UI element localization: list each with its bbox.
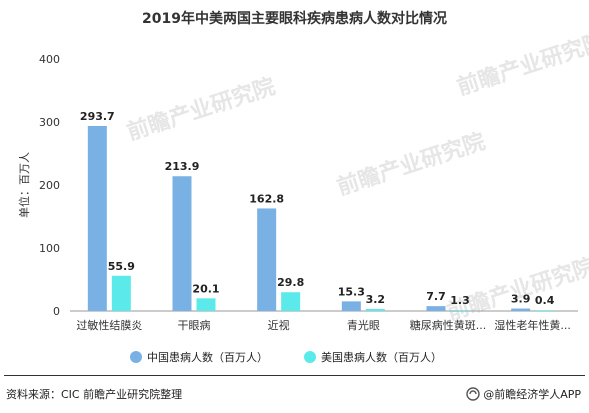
- x-tick-label: 糖尿病性黄斑...: [410, 318, 487, 332]
- bar-china: [172, 176, 192, 311]
- y-tick-label: 100: [39, 242, 60, 255]
- x-tick-label: 青光眼: [347, 318, 380, 332]
- bar-china: [87, 125, 107, 312]
- data-label-usa: 3.2: [366, 293, 386, 306]
- brand-credit: @前瞻经济学人APP: [466, 386, 581, 402]
- y-tick-label: 300: [39, 116, 60, 129]
- bar-usa: [281, 292, 301, 311]
- data-label-china: 3.9: [511, 293, 531, 306]
- legend-marker-usa: [304, 351, 316, 363]
- data-label-china: 7.7: [426, 290, 446, 303]
- data-label-usa: 1.3: [450, 294, 470, 307]
- legend-label-china: 中国患病人数（百万人）: [147, 351, 268, 364]
- legend-label-usa: 美国患病人数（百万人）: [321, 351, 442, 364]
- y-tick-label: 400: [39, 53, 60, 66]
- y-axis-title: 单位：百万人: [17, 152, 31, 218]
- legend-item-china: 中国患病人数（百万人）: [130, 349, 268, 365]
- x-tick-label: 近视: [268, 318, 290, 332]
- data-label-layer: 293.7 55.9 213.9 20.1 162.8 29.8 15.33.2 7.7 1.3…: [80, 110, 555, 307]
- watermark-text: 前瞻产业研究院: [454, 28, 589, 100]
- legend-marker-china: [130, 351, 142, 363]
- watermark-text: 前瞻产业研究院: [334, 128, 489, 200]
- footer-divider: [4, 375, 585, 376]
- bar-china: [511, 308, 531, 311]
- brand-logo-icon: [466, 387, 480, 401]
- y-tick-label: 200: [39, 179, 60, 192]
- x-tick-label: 湿性老年性黄...: [494, 318, 571, 332]
- y-tick-label: 0: [53, 305, 60, 318]
- bar-usa: [111, 275, 131, 311]
- bar-usa: [535, 310, 555, 311]
- data-label-china: 293.7: [80, 110, 115, 123]
- bar-layer: [87, 125, 555, 312]
- chart-title: 2019年中美两国主要眼科疾病患病人数对比情况: [142, 11, 447, 27]
- watermark-text: 前瞻产业研究院: [444, 253, 589, 325]
- data-label-china: 162.8: [249, 192, 284, 205]
- data-label-usa: 20.1: [192, 282, 219, 295]
- x-tick-label: 过敏性结膜炎: [76, 318, 142, 332]
- data-label-usa: 0.4: [535, 294, 555, 307]
- legend-item-usa: 美国患病人数（百万人）: [304, 349, 442, 365]
- data-label-china: 15.3: [338, 285, 365, 298]
- data-label-usa: 29.8: [277, 276, 304, 289]
- data-label-china: 213.9: [165, 160, 200, 173]
- bar-usa: [450, 310, 470, 311]
- bar-usa: [196, 298, 216, 311]
- legend: 中国患病人数（百万人） 美国患病人数（百万人）: [0, 349, 589, 367]
- bar-usa: [365, 308, 385, 311]
- x-tick-label: 干眼病: [178, 318, 211, 332]
- bar-china: [257, 208, 277, 311]
- source-note: 资料来源：CIC 前瞻产业研究院整理: [6, 388, 183, 401]
- brand-label: @前瞻经济学人APP: [483, 388, 581, 401]
- data-label-usa: 55.9: [108, 260, 135, 273]
- bar-china: [341, 301, 361, 311]
- bar-china: [426, 306, 446, 311]
- watermark-text: 前瞻产业研究院: [124, 73, 279, 145]
